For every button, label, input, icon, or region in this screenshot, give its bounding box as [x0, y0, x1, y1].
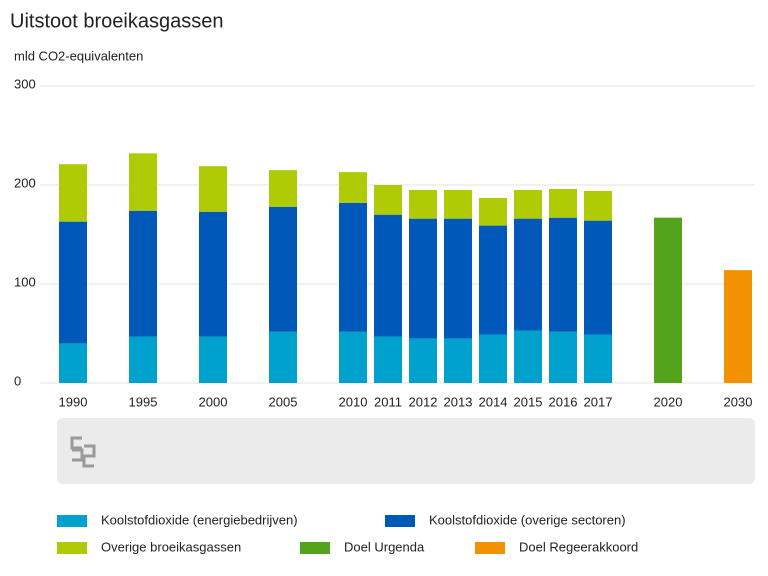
x-tick-label: 2011: [374, 394, 402, 409]
legend-label: Koolstofdioxide (overige sectoren): [429, 512, 626, 527]
x-tick-label: 2005: [269, 394, 298, 409]
bar-segment: [514, 330, 542, 383]
bar-segment: [444, 218, 472, 339]
bar-segment: [514, 189, 542, 219]
bar-segment: [549, 217, 577, 332]
bar-segment: [409, 218, 437, 339]
bar-segment: [59, 164, 87, 222]
x-tick-label: 1995: [129, 394, 158, 409]
x-tick-label: 2015: [514, 394, 543, 409]
legend-label: Overige broeikasgassen: [101, 539, 241, 554]
x-tick-label: 2016: [549, 394, 578, 409]
bar-segment: [374, 185, 402, 215]
bar-segment: [129, 153, 157, 211]
legend-swatch: [300, 542, 330, 554]
bar-segment: [199, 336, 227, 383]
y-tick-label: 200: [14, 175, 36, 190]
bar-segment: [374, 214, 402, 337]
legend-swatch: [475, 542, 505, 554]
bar-segment: [724, 270, 752, 383]
legend-swatch: [57, 542, 87, 554]
bar-segment: [444, 338, 472, 383]
bar-segment: [269, 206, 297, 332]
bar-segment: [479, 197, 507, 226]
x-tick-label: 2000: [199, 394, 228, 409]
x-tick-label: 2012: [409, 394, 438, 409]
bar-segment: [584, 190, 612, 221]
legend-swatch: [385, 515, 415, 527]
footer-band: [57, 418, 755, 484]
legend-label: Koolstofdioxide (energiebedrijven): [101, 512, 298, 527]
bar-segment: [479, 225, 507, 335]
bar-segment: [199, 166, 227, 212]
bar-segment: [59, 221, 87, 344]
y-tick-label: 0: [14, 373, 21, 388]
x-tick-label: 2013: [444, 394, 473, 409]
bar-segment: [269, 331, 297, 383]
bar-segment: [549, 331, 577, 383]
bar-segment: [269, 170, 297, 207]
y-axis-label: mld CO2-equivalenten: [14, 48, 143, 63]
chart-title: Uitstoot broeikasgassen: [10, 10, 223, 32]
bar-segment: [339, 331, 367, 383]
cbs-logo: [70, 436, 96, 468]
bar-segment: [339, 202, 367, 332]
bar-segment: [479, 334, 507, 383]
x-tick-label: 2020: [654, 394, 683, 409]
bar-segment: [339, 172, 367, 203]
x-tick-label: 2017: [584, 394, 613, 409]
y-tick-label: 100: [14, 274, 36, 289]
bar-segment: [549, 188, 577, 218]
bar-segment: [199, 211, 227, 337]
bar-segment: [409, 189, 437, 219]
bar-segment: [129, 210, 157, 337]
bar-segment: [59, 343, 87, 383]
bar-segment: [514, 218, 542, 331]
bar-segment: [374, 336, 402, 383]
x-tick-label: 1990: [59, 394, 88, 409]
bar-segment: [409, 338, 437, 383]
x-tick-label: 2014: [479, 394, 508, 409]
x-tick-label: 2030: [724, 394, 753, 409]
legend-label: Doel Regeerakkoord: [519, 539, 638, 554]
x-tick-label: 2010: [339, 394, 368, 409]
legend-swatch: [57, 515, 87, 527]
legend-label: Doel Urgenda: [344, 539, 425, 554]
bar-segment: [584, 334, 612, 383]
bar-segment: [654, 217, 682, 383]
bar-segment: [129, 336, 157, 383]
bar-segment: [584, 220, 612, 335]
y-tick-label: 300: [14, 76, 36, 91]
bar-segment: [444, 189, 472, 219]
